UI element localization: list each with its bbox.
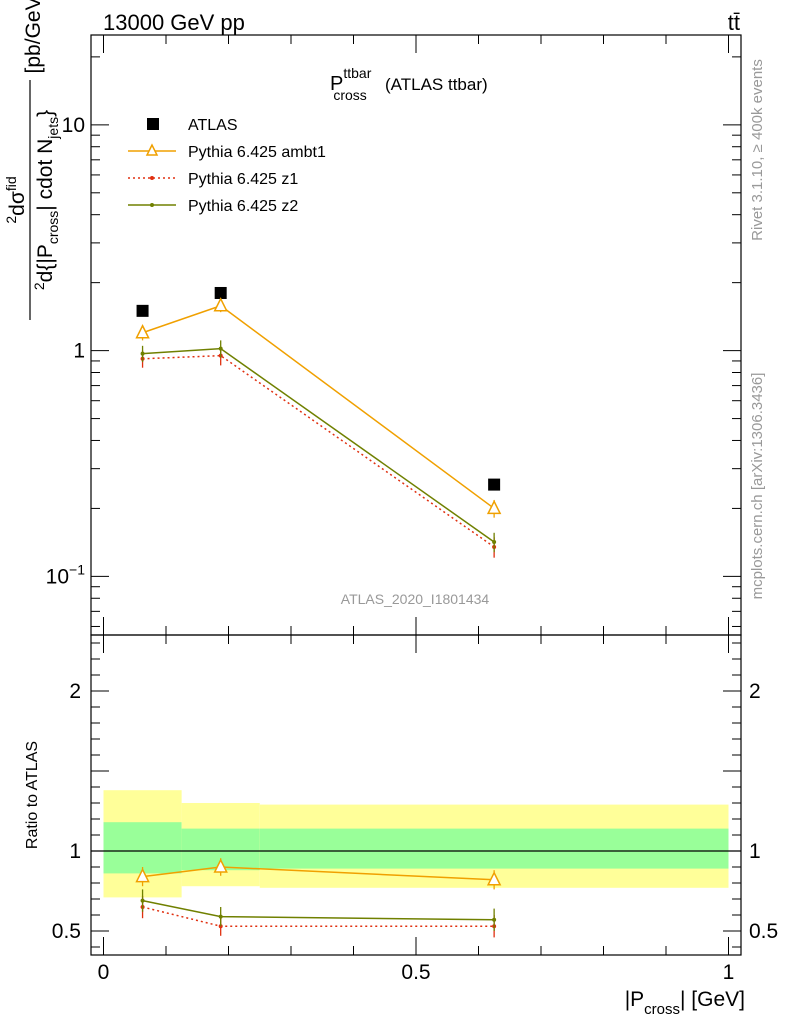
y-num-sup: 2 xyxy=(3,216,19,224)
analysis-watermark: ATLAS_2020_I1801434 xyxy=(341,591,490,607)
main-pythia-6-425-z2-point xyxy=(140,351,145,356)
main-atlas-point xyxy=(136,304,149,317)
x-label-sub: cross xyxy=(644,1001,680,1018)
y-tick-label-base: 1 xyxy=(73,340,85,363)
title-suffix: (ATLAS ttbar) xyxy=(385,75,488,94)
rivet-version-label: Rivet 3.1.10, ≥ 400k events xyxy=(749,59,766,241)
main-pythia-6-425-z2-point xyxy=(218,346,223,351)
y-tick-label-base: 10 xyxy=(62,114,85,137)
main-y-axis-label: 2dσfid 2d{|Pcross| cdot Njets} [pb/GeV] xyxy=(3,0,61,320)
y-tick-label-exponent: −1 xyxy=(69,561,85,577)
main-atlas-point xyxy=(214,286,227,299)
y-unit-label: [pb/GeV] xyxy=(22,0,45,73)
ratio-plot-frame xyxy=(90,634,742,956)
ratio-stat-uncertainty-band xyxy=(103,822,182,874)
y-den-mid: | cdot N xyxy=(34,139,57,211)
legend: ATLAS Pythia 6.425 ambt1 Pythia 6.425 z1 Py… xyxy=(128,117,326,215)
legend-item-atlas: ATLAS xyxy=(147,117,238,134)
ratio-y-tick-label-right: 2 xyxy=(749,680,761,703)
legend-label-pythia-6-425-z2: Pythia 6.425 z2 xyxy=(188,198,298,215)
ratio-y-tick-label-left: 1 xyxy=(69,840,81,863)
ratio-plot-content xyxy=(91,790,741,938)
y-den-sub: cross xyxy=(45,211,61,244)
ratio-y-axis-label: Ratio to ATLAS xyxy=(24,741,41,849)
x-tick-label: 1 xyxy=(723,961,735,984)
legend-item-pythia-6-425-z1: Pythia 6.425 z1 xyxy=(128,171,298,188)
main-pythia-6-425-ambt1-line xyxy=(142,304,495,510)
ratio-pythia-6-425-z2-point xyxy=(140,898,145,903)
ratio-pythia-6-425-ambt1-point xyxy=(486,871,502,886)
ratio-pythia-6-425-z2-point xyxy=(492,917,497,922)
legend-item-pythia-6-425-z2: Pythia 6.425 z2 xyxy=(128,198,298,215)
y-den-sup: 2 xyxy=(31,282,47,290)
x-label-main: |P xyxy=(625,988,644,1011)
legend-item-pythia-6-425-ambt1: Pythia 6.425 ambt1 xyxy=(128,143,326,161)
ratio-stat-uncertainty-band xyxy=(259,828,729,869)
process-label: tt̄ xyxy=(728,10,740,35)
y-tick-label: 10 xyxy=(62,114,85,137)
x-tick-label: 0 xyxy=(98,961,110,984)
ratio-pythia-6-425-z2-line xyxy=(142,899,495,921)
energy-label: 13000 GeV pp xyxy=(103,10,245,35)
y-numerator: 2dσfid xyxy=(3,176,29,223)
legend-marker-pythia-6-425-z2 xyxy=(150,203,154,207)
legend-label-pythia-6-425-z1: Pythia 6.425 z1 xyxy=(188,171,298,188)
main-atlas-point xyxy=(488,478,501,491)
legend-marker-pythia-6-425-ambt1 xyxy=(145,143,159,156)
y-den-brace: {|P xyxy=(34,244,57,270)
y-num-sigma: σ xyxy=(6,191,29,204)
y-den-main: d xyxy=(34,271,57,283)
ratio-ticks: 0.5 0.5 1 1 2 2 0 0.5 1 xyxy=(52,635,778,984)
legend-marker-atlas xyxy=(147,118,159,130)
main-pythia-6-425-ambt1-point xyxy=(135,324,150,339)
y-num-main: d xyxy=(6,204,29,216)
ratio-pythia-6-425-z1-line xyxy=(142,906,495,927)
ratio-pythia-6-425-z2-point xyxy=(218,914,223,919)
y-den-end: } xyxy=(34,110,57,117)
mcplots-label: mcplots.cern.ch [arXiv:1306.3436] xyxy=(749,373,766,600)
ratio-y-tick-label-left: 0.5 xyxy=(52,920,81,943)
y-num-fid: fid xyxy=(3,176,19,191)
y-denominator: 2d{|Pcross| cdot Njets} xyxy=(31,110,61,290)
x-tick-label: 0.5 xyxy=(401,961,430,984)
title-main: P xyxy=(330,73,343,95)
legend-label-atlas: ATLAS xyxy=(188,117,238,134)
y-tick-label: 10−1 xyxy=(46,561,86,588)
legend-marker-pythia-6-425-z1 xyxy=(150,176,154,180)
ratio-y-tick-label-left: 2 xyxy=(69,680,81,703)
ratio-pythia-6-425-ambt1-point xyxy=(213,858,228,873)
ratio-pythia-6-425-ambt1-point xyxy=(135,867,150,883)
main-plot-content xyxy=(135,286,502,558)
title-superscript: ttbar xyxy=(343,65,371,81)
ratio-y-tick-label-right: 1 xyxy=(749,840,761,863)
ratio-panel: 0.5 0.5 1 1 2 2 0 0.5 1 Ratio to ATLAS |Pcross| … xyxy=(24,634,778,1018)
legend-label-pythia-6-425-ambt1: Pythia 6.425 ambt1 xyxy=(188,144,326,161)
x-axis-label: |Pcross| [GeV] xyxy=(625,988,745,1018)
plot-title: Pttbar cross xyxy=(330,65,372,103)
title-subscript: cross xyxy=(333,87,366,103)
ratio-y-tick-label-right: 0.5 xyxy=(749,920,778,943)
main-pythia-6-425-ambt1-point xyxy=(213,297,228,312)
y-den-sub2: jets xyxy=(45,117,61,140)
main-pythia-6-425-z1-line xyxy=(142,354,495,548)
y-tick-label-base: 10 xyxy=(46,565,69,588)
main-pythia-6-425-z2-point xyxy=(492,539,497,544)
y-tick-label: 1 xyxy=(73,340,85,363)
main-pythia-6-425-ambt1-point xyxy=(486,499,502,515)
x-label-suffix: | [GeV] xyxy=(680,988,745,1011)
